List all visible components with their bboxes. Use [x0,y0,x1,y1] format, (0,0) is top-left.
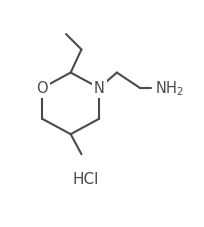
Text: O: O [36,81,48,96]
Text: N: N [94,81,105,96]
Text: NH$_2$: NH$_2$ [155,79,184,97]
Text: HCl: HCl [73,172,99,187]
